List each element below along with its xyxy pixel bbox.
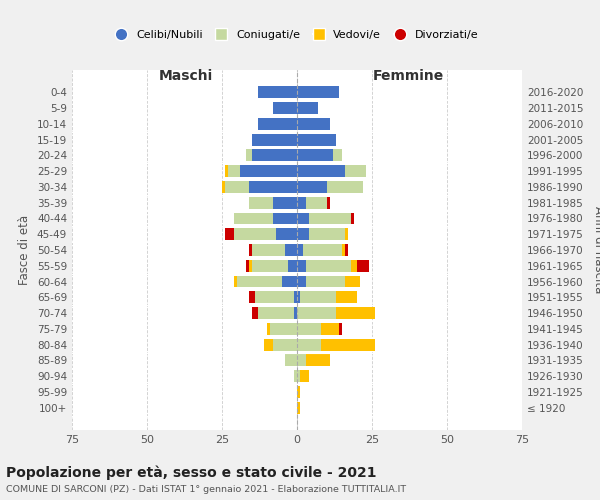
Legend: Celibi/Nubili, Coniugati/e, Vedovi/e, Divorziati/e: Celibi/Nubili, Coniugati/e, Vedovi/e, Di… xyxy=(112,25,482,45)
Bar xyxy=(297,102,318,114)
Bar xyxy=(258,86,297,98)
Bar xyxy=(297,244,303,256)
Bar xyxy=(249,244,252,256)
Bar xyxy=(297,212,309,224)
Bar xyxy=(273,197,297,208)
Bar xyxy=(336,292,357,303)
Bar xyxy=(252,244,285,256)
Y-axis label: Anni di nascita: Anni di nascita xyxy=(592,206,600,294)
Bar xyxy=(255,292,294,303)
Bar xyxy=(252,134,297,145)
Bar xyxy=(249,292,255,303)
Bar xyxy=(300,370,309,382)
Bar xyxy=(333,150,342,162)
Bar xyxy=(240,165,297,177)
Bar xyxy=(228,165,240,177)
Bar xyxy=(345,165,366,177)
Bar xyxy=(234,212,273,224)
Bar xyxy=(297,134,336,145)
Bar xyxy=(246,150,252,162)
Bar xyxy=(321,323,339,335)
Bar xyxy=(297,323,321,335)
Bar xyxy=(306,260,351,272)
Bar xyxy=(297,292,300,303)
Bar xyxy=(297,370,300,382)
Bar xyxy=(297,307,336,319)
Bar xyxy=(345,228,348,240)
Bar xyxy=(294,307,297,319)
Bar xyxy=(273,212,297,224)
Bar xyxy=(252,307,258,319)
Bar xyxy=(297,402,300,413)
Bar xyxy=(258,307,294,319)
Bar xyxy=(252,260,288,272)
Bar xyxy=(303,244,342,256)
Bar xyxy=(225,181,249,193)
Bar xyxy=(288,260,297,272)
Bar xyxy=(357,260,369,272)
Bar xyxy=(345,244,348,256)
Bar xyxy=(273,102,297,114)
Bar xyxy=(297,276,306,287)
Bar xyxy=(285,354,297,366)
Bar xyxy=(339,323,342,335)
Text: Popolazione per età, sesso e stato civile - 2021: Popolazione per età, sesso e stato civil… xyxy=(6,466,377,480)
Bar xyxy=(276,228,297,240)
Bar xyxy=(234,276,237,287)
Bar xyxy=(297,228,309,240)
Bar xyxy=(237,276,282,287)
Bar xyxy=(234,228,276,240)
Bar xyxy=(345,276,360,287)
Bar xyxy=(297,386,300,398)
Bar xyxy=(300,292,336,303)
Bar xyxy=(306,354,330,366)
Bar xyxy=(297,197,306,208)
Bar xyxy=(249,260,252,272)
Bar xyxy=(327,197,330,208)
Bar xyxy=(222,181,225,193)
Bar xyxy=(306,197,327,208)
Bar xyxy=(336,307,375,319)
Bar xyxy=(306,276,345,287)
Bar xyxy=(267,323,270,335)
Bar xyxy=(249,181,297,193)
Bar xyxy=(294,370,297,382)
Text: Maschi: Maschi xyxy=(159,69,213,83)
Bar xyxy=(297,354,306,366)
Bar xyxy=(321,338,375,350)
Bar xyxy=(297,338,321,350)
Bar xyxy=(351,212,354,224)
Text: COMUNE DI SARCONI (PZ) - Dati ISTAT 1° gennaio 2021 - Elaborazione TUTTITALIA.IT: COMUNE DI SARCONI (PZ) - Dati ISTAT 1° g… xyxy=(6,485,406,494)
Bar xyxy=(264,338,273,350)
Bar xyxy=(309,228,345,240)
Bar xyxy=(225,165,228,177)
Bar xyxy=(297,118,330,130)
Bar xyxy=(351,260,357,272)
Bar xyxy=(327,181,363,193)
Bar xyxy=(252,150,297,162)
Text: Femmine: Femmine xyxy=(373,69,443,83)
Bar xyxy=(270,323,297,335)
Bar xyxy=(297,181,327,193)
Bar xyxy=(297,165,345,177)
Bar xyxy=(297,86,339,98)
Bar xyxy=(282,276,297,287)
Bar xyxy=(297,150,333,162)
Bar xyxy=(297,260,306,272)
Bar xyxy=(249,197,273,208)
Bar xyxy=(246,260,249,272)
Bar xyxy=(285,244,297,256)
Bar xyxy=(225,228,234,240)
Bar xyxy=(258,118,297,130)
Bar xyxy=(294,292,297,303)
Bar xyxy=(342,244,345,256)
Bar xyxy=(273,338,297,350)
Bar xyxy=(309,212,351,224)
Y-axis label: Fasce di età: Fasce di età xyxy=(19,215,31,285)
